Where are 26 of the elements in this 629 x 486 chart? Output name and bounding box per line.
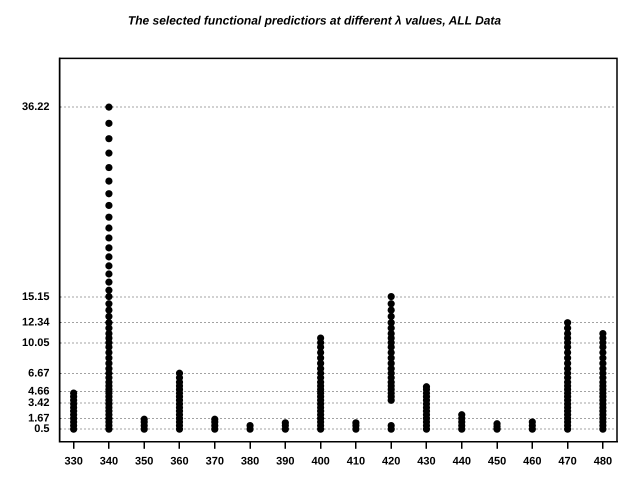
y-tick-label: 12.34 xyxy=(22,316,50,328)
x-tick-label: 430 xyxy=(417,455,436,468)
y-tick-label: 6.67 xyxy=(28,368,50,380)
x-tick-label: 330 xyxy=(64,455,83,468)
x-tick-label: 410 xyxy=(346,455,366,468)
y-tick-label: 3.42 xyxy=(28,396,50,409)
x-tick-label: 450 xyxy=(488,455,506,468)
x-tick-label: 440 xyxy=(452,455,471,468)
x-tick-label: 370 xyxy=(206,455,224,468)
y-tick-label: 15.15 xyxy=(22,291,50,304)
x-tick-label: 460 xyxy=(523,455,542,468)
x-tick-label: 340 xyxy=(100,455,118,468)
x-tick-label: 420 xyxy=(382,455,400,468)
x-tick-label: 470 xyxy=(558,455,577,468)
x-tick-label: 400 xyxy=(311,455,330,468)
y-tick-label: 4.66 xyxy=(28,386,50,398)
y-tick-label: 10.05 xyxy=(22,337,50,350)
y-tick-label: 1.67 xyxy=(28,412,50,425)
x-tick-label: 380 xyxy=(240,455,260,468)
y-tick-label: 0.5 xyxy=(34,423,50,436)
chart-title: The selected functional predictiors at different λ values, ALL Data xyxy=(128,14,502,28)
x-tick-label: 350 xyxy=(135,455,154,468)
x-tick-label: 360 xyxy=(170,455,189,468)
x-tick-label: 390 xyxy=(276,455,295,468)
y-tick-label: 36.22 xyxy=(22,100,50,113)
x-tick-label: 480 xyxy=(594,455,612,468)
